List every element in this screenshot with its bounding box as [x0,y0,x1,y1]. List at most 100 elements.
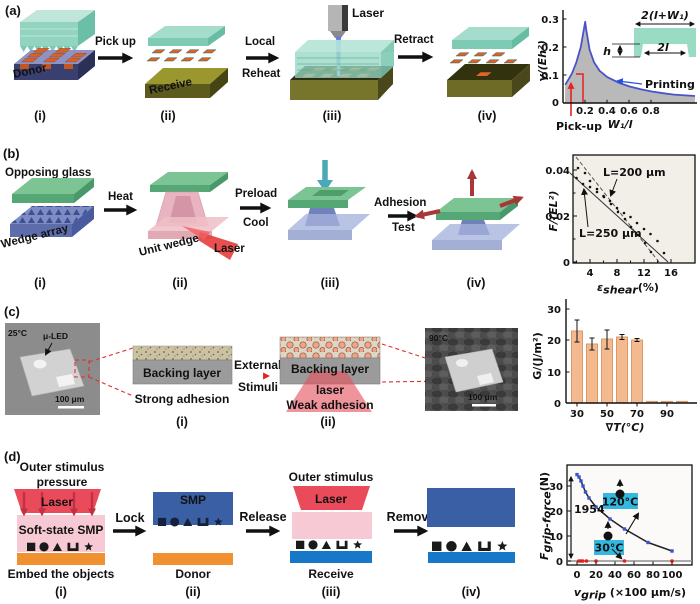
lock-label: Lock [115,511,144,525]
printing-annotation: Printing [645,78,695,91]
backing-layer-label-2: Backing layer [291,362,369,376]
heat-label: Heat [108,191,133,203]
ytick: 10 [549,532,563,543]
blue-square-markers [575,472,674,553]
xtick: 4 [587,268,594,279]
external-label: External [234,358,281,372]
sem-image-25c: 25°C μ-LED 100 μm [5,323,100,415]
panel-d-tag: (d) [4,449,21,464]
stimuli-label: Stimuli [238,380,278,394]
preload-down-arrow [317,180,333,192]
xtick: 100 [662,570,683,581]
printing-pointer-arrow [615,78,643,86]
xtick: 80 [646,570,660,581]
outer-stimulus-label: Outer stimulus [20,460,105,474]
sem2-temp: 90°C [429,333,448,343]
x-axis-label: vgrip (×100 μm/s) [574,586,686,602]
receive-front-face [145,84,210,98]
smp-label: SMP [180,493,206,507]
locked-smp-illustration [153,492,233,565]
remove-label: Remove [387,510,436,524]
step-a-ii: (ii) [160,109,175,123]
panel-b-tag: (b) [3,146,20,161]
laser-cone [198,232,238,260]
pressure-label: pressure [37,475,88,489]
laser-label-d2: Laser [315,492,347,506]
xtick: 70 [630,409,644,420]
step-a-iv: (iv) [478,109,497,123]
picked-chips [146,49,217,62]
printing-curve [564,20,696,97]
sem2-scalebar-label: 100 μm [468,392,498,402]
pickup-label: Pick up [95,36,136,48]
ticks [573,169,672,263]
preload-label: Preload [235,188,277,200]
backing-layer-box [132,359,233,385]
weak-adhesion-illustration: Backing layer laser [279,336,381,412]
xtick: 8 [614,268,621,279]
series-250-label: L=250 μm [579,227,642,240]
step-d-ii: (ii) [185,585,200,599]
ytick: 0.02 [545,212,570,223]
shear-left-arrow [414,209,441,220]
receive-top-face [145,68,228,84]
panel-b: (b) Opposing glass Wedge array (i) Heat … [0,146,696,297]
step-a-i: (i) [34,109,46,123]
backing-layer-label: Backing layer [143,366,221,380]
ytick: 20 [549,507,563,518]
fit-line-250 [575,156,660,263]
xtick: 90 [660,409,674,420]
fit-line-200 [569,172,669,263]
panel-a: (a) Donor (i) Pick up [5,3,697,133]
chart-a: 0 0.1 0.2 0.3 0.2 0.4 0.6 0.8 γ/(Eh²) W₁… [536,9,697,133]
test-label: Test [392,222,415,234]
series-250-arrow [581,187,589,228]
donor-bar-2 [153,553,233,565]
cold-label: 30°C [595,542,624,555]
sem1-scalebar-label: 100 μm [55,394,85,404]
zero-pointer-arrow [611,548,623,560]
cold-badge [594,540,624,555]
local-label: Local [245,36,275,48]
panel-c-tag: (c) [4,304,20,319]
xtick: 0.2 [576,106,594,117]
laser-nozzle [330,31,346,38]
adhesion-test-illustration [414,169,524,250]
step-b-iii: (iii) [321,276,340,290]
step-a-iii: (iii) [323,109,342,123]
xtick: 50 [600,409,614,420]
plot-box [572,154,696,264]
ratio-label: 1954 [574,503,605,516]
x-axis-label: W₁/l [608,118,633,131]
xtick: 0 [574,570,581,581]
donor-bar [17,553,105,565]
hot-object-dot [615,489,625,499]
weak-adhesion-label: Weak adhesion [286,398,373,412]
smp-box-2 [427,488,515,527]
xtick: 20 [589,570,603,581]
y-axis-label: F/(EL²) [547,191,560,232]
xtick: 0.6 [620,106,638,117]
hot-badge [603,493,638,509]
laser-beam-b [182,226,210,240]
donor-chips [21,48,88,63]
embed-label: Embed the objects [8,567,115,581]
adhesion-label: Adhesion [374,197,426,209]
y-axis-label: Fgrip-force(N) [538,472,554,560]
removed-illustration [427,488,515,563]
step-b-iv: (iv) [467,276,486,290]
strong-adhesion-label: Strong adhesion [135,392,230,406]
laser-label-b: Laser [214,243,245,255]
inset-stamp-shape [634,28,696,57]
xtick: 30 [570,409,584,420]
release-label: Release [239,510,286,524]
foamed-layer [279,336,381,359]
ytick: 0.04 [545,166,570,177]
unit-wedge-illustration [148,172,238,260]
sem1-temp: 25°C [8,328,27,338]
printed-chip [476,72,492,76]
scatter-250 [576,166,653,254]
ticks [566,308,668,407]
